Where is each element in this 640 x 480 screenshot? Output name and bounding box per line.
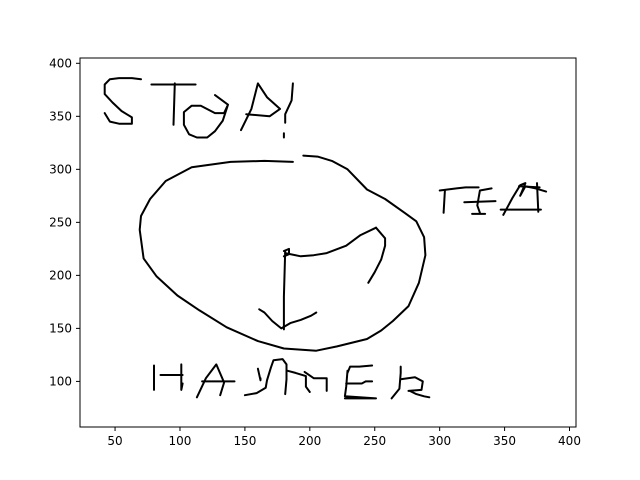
series-line xyxy=(399,376,431,399)
series-line xyxy=(438,186,480,192)
series-line xyxy=(282,247,290,258)
y-tick-label: 150 xyxy=(49,321,72,335)
x-tick-label: 50 xyxy=(107,434,122,448)
y-axis: 100 150 200 250 300 350 400 xyxy=(49,56,80,388)
series-line xyxy=(303,370,328,392)
sketch-strokes xyxy=(103,77,548,400)
x-tick-label: 200 xyxy=(298,434,321,448)
y-tick-label: 300 xyxy=(49,162,72,176)
x-tick-label: 300 xyxy=(428,434,451,448)
series-line xyxy=(256,367,262,382)
series-line xyxy=(517,185,541,189)
series-line xyxy=(195,363,226,399)
y-tick-label: 100 xyxy=(49,374,72,388)
series-line xyxy=(284,82,294,124)
series-line xyxy=(240,82,281,132)
x-axis: 50 100 150 200 250 300 350 400 xyxy=(107,427,581,448)
series-line xyxy=(476,187,493,214)
y-tick-label: 200 xyxy=(49,268,72,282)
series-line xyxy=(284,226,377,258)
series-line xyxy=(180,363,184,391)
series-line xyxy=(282,250,287,331)
series-line xyxy=(390,365,402,400)
series-line xyxy=(442,189,446,214)
series-line xyxy=(367,226,387,284)
x-tick-label: 100 xyxy=(169,434,192,448)
y-tick-label: 350 xyxy=(49,109,72,123)
x-tick-label: 350 xyxy=(493,434,516,448)
plot-area-frame xyxy=(79,57,577,428)
y-tick-label: 250 xyxy=(49,215,72,229)
series-line xyxy=(243,358,288,397)
series-line xyxy=(463,200,497,204)
series-line xyxy=(286,369,311,393)
x-tick-label: 400 xyxy=(558,434,581,448)
y-tick-label: 400 xyxy=(49,56,72,70)
series-line xyxy=(103,77,142,125)
series-line xyxy=(172,82,176,126)
series-line xyxy=(343,364,377,400)
series-line xyxy=(138,154,427,352)
x-tick-label: 250 xyxy=(363,434,386,448)
x-tick-label: 150 xyxy=(233,434,256,448)
series-line xyxy=(182,94,229,139)
series-line xyxy=(345,380,374,385)
series-line xyxy=(258,308,318,330)
